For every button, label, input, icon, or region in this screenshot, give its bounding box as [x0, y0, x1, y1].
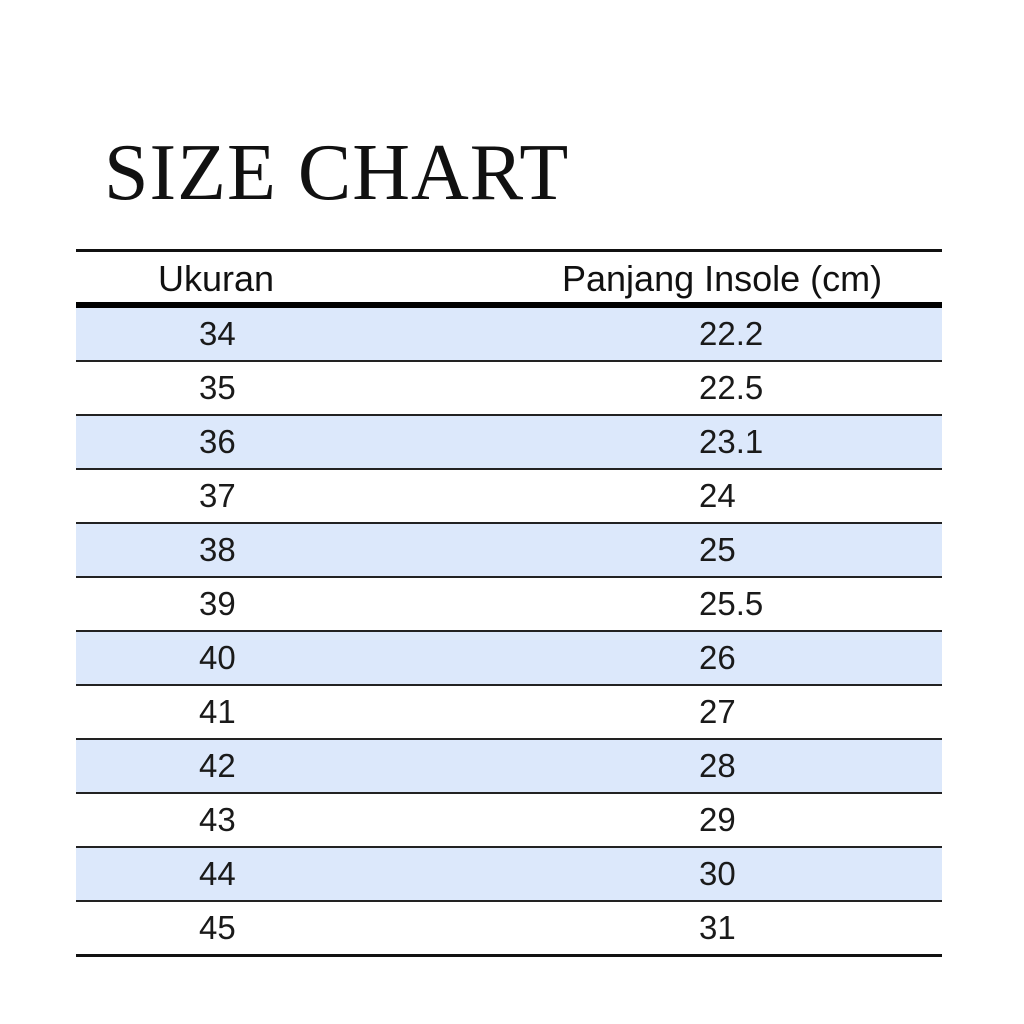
table-row: 42 28 [76, 740, 942, 794]
header-size: Ukuran [158, 258, 275, 299]
table-row: 45 31 [76, 902, 942, 957]
table-row: 39 25.5 [76, 578, 942, 632]
insole-length-cell: 27 [699, 693, 736, 730]
table-header: Ukuran Panjang Insole (cm) [76, 252, 942, 302]
table-row: 41 27 [76, 686, 942, 740]
size-cell: 42 [199, 747, 236, 784]
insole-length-cell: 25 [699, 531, 736, 568]
table-row: 43 29 [76, 794, 942, 848]
table-row: 35 22.5 [76, 362, 942, 416]
page-title: SIZE CHART [104, 129, 570, 217]
table-row: 34 22.2 [76, 308, 942, 362]
header-divider [76, 302, 942, 308]
size-cell: 39 [199, 585, 236, 622]
insole-length-cell: 22.2 [699, 315, 764, 352]
insole-length-cell: 30 [699, 855, 736, 892]
insole-length-cell: 29 [699, 801, 736, 838]
size-cell: 36 [199, 423, 236, 460]
size-cell: 35 [199, 369, 236, 406]
table-row: 40 26 [76, 632, 942, 686]
insole-length-cell: 24 [699, 477, 736, 514]
top-divider [76, 249, 942, 252]
size-table: Ukuran Panjang Insole (cm) 34 22.2 35 22.5 3… [76, 249, 942, 957]
insole-length-cell: 25.5 [699, 585, 764, 622]
size-cell: 43 [199, 801, 236, 838]
header-insole-length: Panjang Insole (cm) [562, 258, 883, 299]
table-row: 36 23.1 [76, 416, 942, 470]
size-cell: 34 [199, 315, 236, 352]
insole-length-cell: 22.5 [699, 369, 764, 406]
table-row: 37 24 [76, 470, 942, 524]
table-row: 44 30 [76, 848, 942, 902]
size-cell: 45 [199, 909, 236, 946]
insole-length-cell: 23.1 [699, 423, 764, 460]
insole-length-cell: 31 [699, 909, 736, 946]
size-cell: 41 [199, 693, 236, 730]
size-cell: 38 [199, 531, 236, 568]
size-cell: 40 [199, 639, 236, 676]
size-cell: 37 [199, 477, 236, 514]
table-row: 38 25 [76, 524, 942, 578]
size-cell: 44 [199, 855, 236, 892]
insole-length-cell: 28 [699, 747, 736, 784]
insole-length-cell: 26 [699, 639, 736, 676]
